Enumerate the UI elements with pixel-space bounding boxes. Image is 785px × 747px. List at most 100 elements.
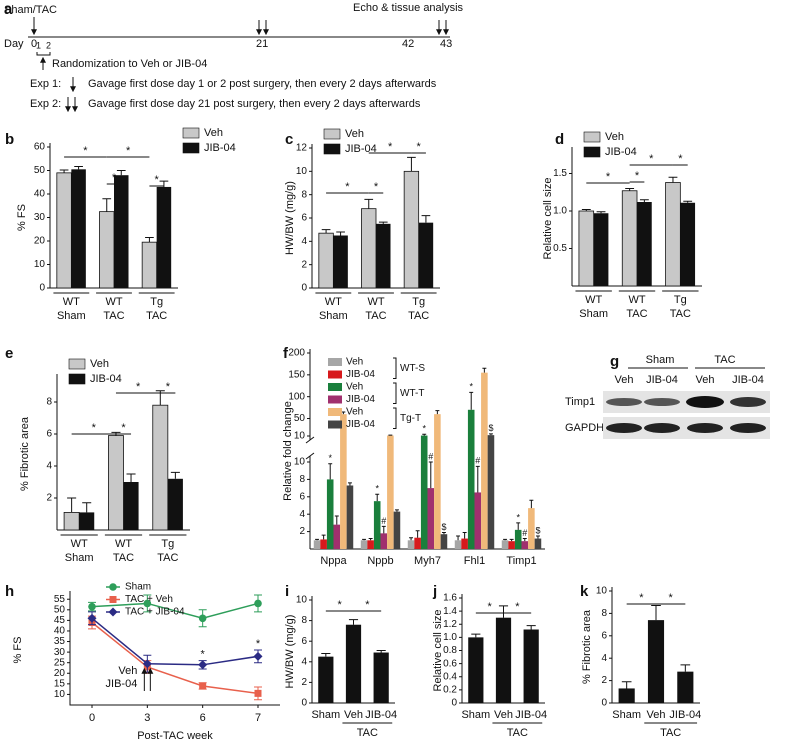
- y-tick-label: 50: [54, 604, 66, 615]
- significance-label: *: [606, 171, 611, 183]
- point: [142, 659, 152, 669]
- error-bar: [116, 170, 126, 176]
- significance-label: *: [83, 145, 88, 157]
- error-bar: [625, 188, 635, 191]
- legend-swatch: [328, 420, 342, 429]
- y-axis-label: % FS: [16, 204, 28, 231]
- legend-swatch: [328, 358, 342, 366]
- significance-label: *: [374, 181, 379, 193]
- y-tick-label: 2: [301, 259, 307, 270]
- bar: [333, 524, 341, 549]
- bar: [495, 617, 512, 703]
- y-tick-label: 6: [299, 491, 305, 502]
- bar: [593, 213, 609, 286]
- error-bar: [321, 653, 331, 657]
- error-bar: [581, 209, 591, 211]
- significance-marker: *: [469, 382, 473, 392]
- bar: [618, 688, 635, 703]
- panel-letter: f: [283, 345, 289, 362]
- significance-label: *: [121, 422, 126, 434]
- x-tick-label: TAC: [113, 552, 134, 564]
- bar: [481, 372, 488, 549]
- bar: [508, 541, 515, 549]
- bar: [420, 435, 428, 549]
- error-bar: [522, 538, 527, 542]
- y-tick-label: 55: [54, 594, 66, 605]
- legend-swatch: [328, 408, 342, 416]
- bar: [79, 512, 95, 530]
- y-tick-label: 4: [46, 461, 52, 472]
- legend-label: Veh: [346, 407, 363, 418]
- legend-bracket: [393, 357, 397, 379]
- bar: [418, 222, 434, 288]
- legend-group: WT-T: [400, 388, 424, 399]
- legend-swatch: [323, 143, 341, 155]
- significance-marker: *: [516, 512, 520, 522]
- bar: [440, 534, 448, 549]
- y-tick-label: 40: [34, 189, 46, 200]
- significance-marker: $: [441, 522, 446, 532]
- significance-label: *: [488, 601, 493, 613]
- bar: [380, 533, 388, 549]
- y-tick-label: 50: [294, 413, 306, 424]
- band: [644, 398, 680, 406]
- point: [108, 607, 118, 617]
- x-tick-label: Sham: [461, 709, 490, 721]
- error-bar: [368, 538, 373, 541]
- legend-swatch: [328, 370, 342, 379]
- bar: [123, 482, 139, 530]
- point: [254, 599, 262, 608]
- panel-letter: h: [5, 583, 14, 600]
- error-bar: [378, 221, 388, 224]
- bar: [345, 624, 362, 703]
- x-tick-label: TAC: [670, 308, 691, 320]
- legend-bracket: [393, 382, 397, 404]
- x-axis-label: Post-TAC week: [137, 730, 213, 742]
- significance-marker: $: [535, 525, 540, 535]
- y-tick-label: 4: [299, 509, 305, 520]
- y-tick-label: 2: [601, 675, 607, 686]
- error-bar: [375, 493, 380, 502]
- error-bar: [321, 229, 331, 234]
- y-tick-label: 150: [288, 369, 305, 380]
- point: [143, 599, 152, 608]
- point: [254, 689, 262, 697]
- bracket: [36, 52, 51, 56]
- error-bar: [315, 538, 320, 541]
- bar: [373, 652, 389, 703]
- error-bar: [321, 534, 326, 540]
- lane-label: JIB-04: [646, 374, 678, 386]
- x-tick-label: 6: [200, 712, 206, 724]
- bar: [468, 637, 484, 703]
- error-bar: [336, 231, 345, 236]
- timeline-start: Sham/TAC: [4, 4, 57, 16]
- error-bar: [145, 236, 154, 243]
- x-tick-label: Sham: [311, 709, 340, 721]
- y-tick-label: 0.6: [443, 658, 457, 669]
- y-tick-label: 6: [601, 630, 607, 641]
- y-tick-label: 0.4: [443, 671, 457, 682]
- bar: [647, 620, 665, 703]
- legend-label: JIB-04: [346, 394, 375, 405]
- y-tick-label: 30: [34, 212, 46, 223]
- significance-label: *: [635, 170, 640, 182]
- significance-marker: $: [488, 423, 493, 433]
- legend-swatch: [323, 128, 341, 140]
- significance-marker: #: [522, 528, 527, 538]
- bar: [403, 170, 420, 289]
- blot-group: Sham: [646, 354, 675, 366]
- bar: [99, 211, 115, 289]
- x-tick-label: TAC: [408, 310, 429, 322]
- error-bar: [482, 367, 487, 373]
- error-bar: [469, 391, 474, 410]
- x-tick-label: Sham: [612, 709, 641, 721]
- y-tick-label: 6: [301, 636, 307, 647]
- day: 1: [36, 40, 41, 50]
- x-tick-label: WT: [628, 294, 645, 306]
- error-bar: [668, 176, 678, 183]
- panel-letter: a: [4, 1, 13, 18]
- bar: [621, 190, 638, 287]
- axis-break: [305, 452, 315, 460]
- x-tick-label: TAC: [146, 310, 167, 322]
